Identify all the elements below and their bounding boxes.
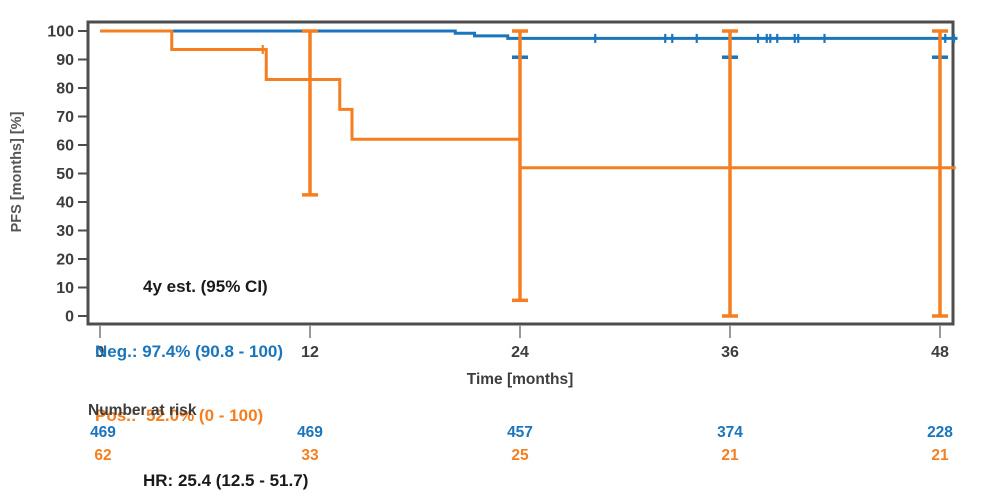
x-tick-label: 36 [721, 344, 739, 361]
y-tick-label: 30 [56, 223, 74, 240]
risk-row-neg: 469 469 457 374 228 [0, 424, 982, 442]
x-tick-label: 48 [931, 344, 949, 361]
annotation-neg-estimate: Neg.: 97.4% (90.8 - 100) [95, 341, 284, 361]
x-tick-label: 0 [96, 344, 105, 361]
y-axis-title: PFS [months] [%] [9, 111, 25, 233]
risk-count: 457 [507, 424, 533, 441]
x-tick-label: 12 [301, 344, 319, 361]
y-tick-label: 90 [56, 52, 74, 69]
y-tick-label: 40 [56, 195, 74, 212]
risk-count: 469 [90, 424, 116, 441]
risk-count: 469 [297, 424, 323, 441]
annotation-title: 4y est. (95% CI) [143, 277, 268, 296]
risk-count: 21 [721, 447, 739, 464]
y-tick-label: 50 [56, 166, 74, 183]
risk-count: 33 [301, 447, 319, 464]
annotation-pos-estimate: Pos.: 52.0% (0 - 100) [95, 406, 264, 425]
annotation-box: 4y est. (95% CI) Neg.: 97.4% (90.8 - 100… [95, 233, 308, 498]
plot-frame [86, 20, 955, 326]
y-tick-label: 80 [56, 81, 74, 98]
risk-table-title: Number at risk [88, 402, 197, 419]
annotation-hazard-ratio: HR: 25.4 (12.5 - 51.7) [143, 470, 309, 490]
x-axis-title: Time [months] [466, 371, 574, 388]
series-curve-pos [100, 29, 956, 170]
y-tick-label: 10 [56, 280, 74, 297]
y-tick-label: 70 [56, 109, 74, 126]
x-tick-label: 24 [511, 344, 529, 361]
risk-count: 25 [511, 447, 529, 464]
y-tick-label: 60 [56, 138, 74, 155]
risk-row-pos: 62 33 25 21 21 [0, 447, 982, 465]
series-curve-neg [100, 29, 958, 40]
risk-count: 21 [931, 447, 949, 464]
risk-count: 228 [927, 424, 953, 441]
y-tick-label: 20 [56, 252, 74, 269]
y-tick-label: 100 [47, 24, 74, 41]
y-tick-label: 0 [65, 309, 74, 326]
risk-count: 374 [717, 424, 743, 441]
risk-count: 62 [94, 447, 112, 464]
